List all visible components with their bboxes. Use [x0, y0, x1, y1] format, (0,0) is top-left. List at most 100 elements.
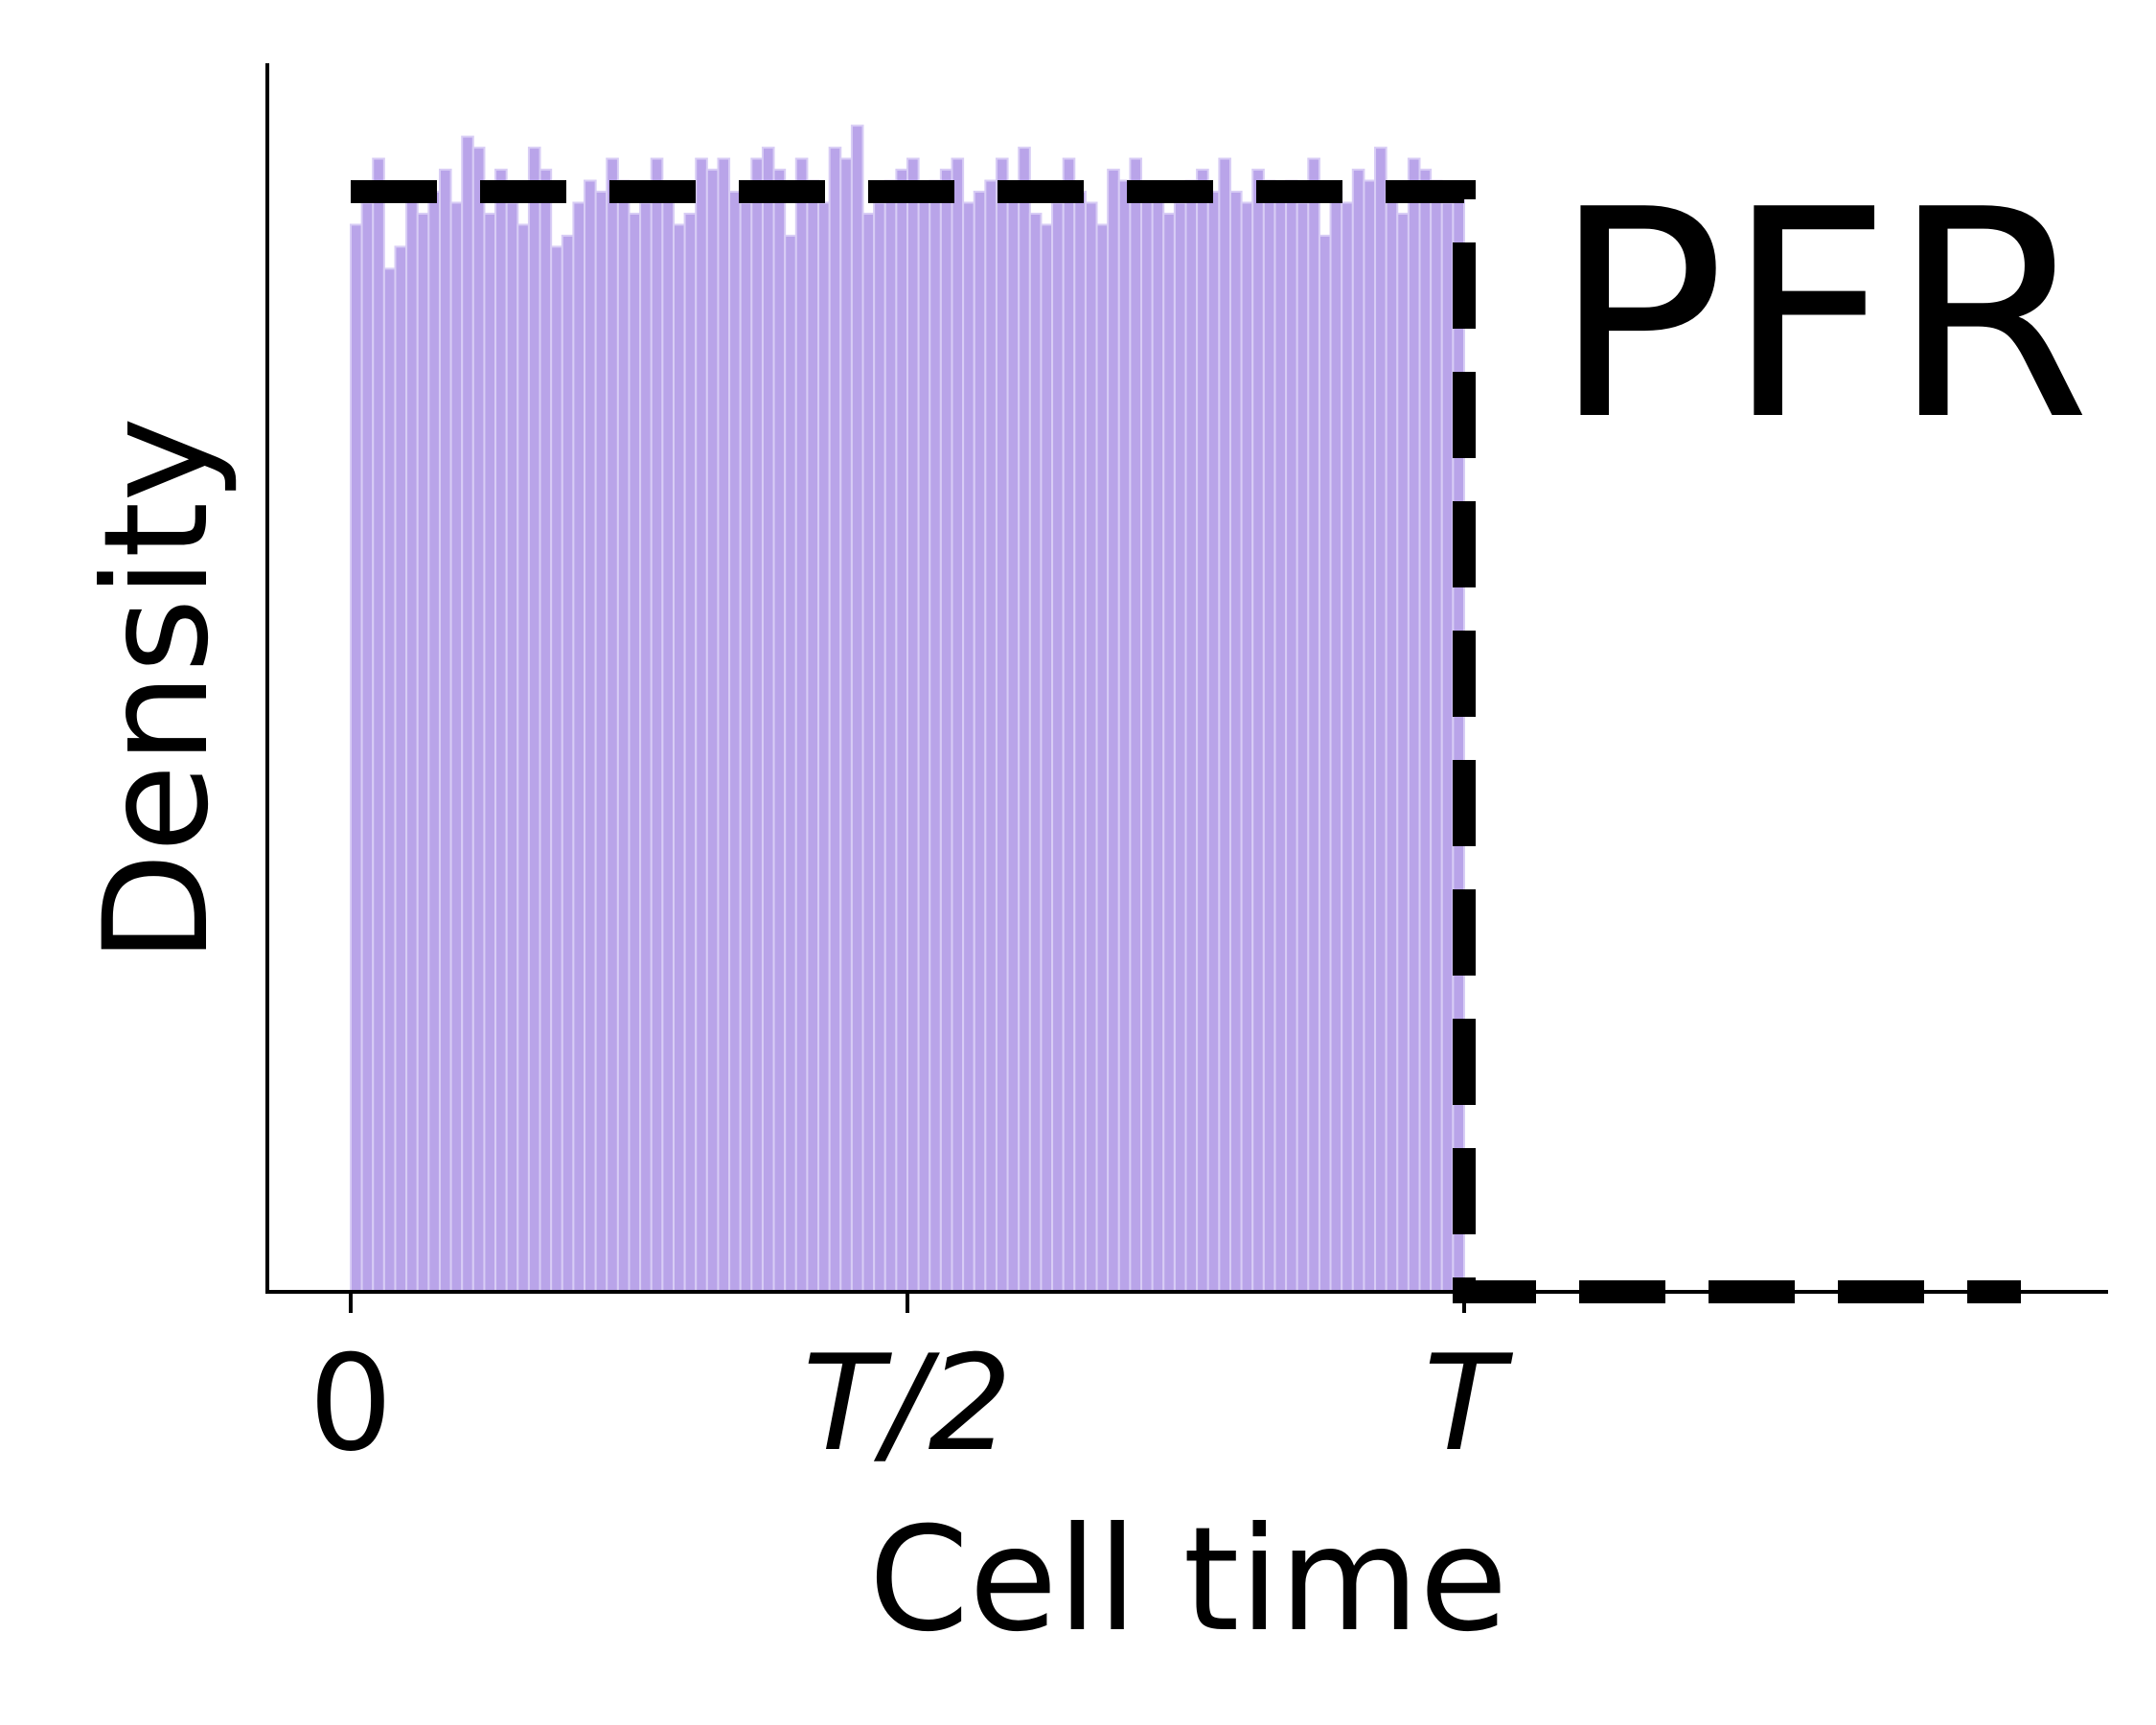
histogram-bar: [1184, 179, 1199, 1293]
histogram-bar: [405, 191, 419, 1293]
histogram-bar: [1084, 201, 1098, 1294]
axes: [265, 63, 2108, 1294]
histogram-bar: [1418, 169, 1433, 1293]
histogram-bar: [1218, 157, 1231, 1293]
histogram-bar: [427, 191, 441, 1293]
histogram-bar: [1452, 191, 1466, 1293]
histogram-bar: [1341, 201, 1354, 1294]
histogram-bar: [1285, 179, 1298, 1293]
histogram-bar: [784, 234, 797, 1293]
histogram-bar: [1396, 212, 1410, 1294]
x-tick-label: T: [1424, 1326, 1514, 1481]
histogram-bar: [1430, 179, 1443, 1293]
histogram-bar: [939, 169, 953, 1293]
histogram-bar: [750, 157, 764, 1293]
histogram-bar: [794, 157, 809, 1293]
histogram-bar: [394, 245, 408, 1293]
histogram-bar: [483, 212, 497, 1294]
histogram-bar: [895, 169, 909, 1293]
histogram-bar: [372, 157, 385, 1293]
histogram-bar: [951, 157, 965, 1293]
histogram-bar: [929, 179, 942, 1293]
histogram-bar: [1117, 179, 1132, 1293]
histogram-bar: [739, 201, 753, 1294]
histogram-bar: [1251, 169, 1265, 1293]
histogram-bar: [772, 169, 787, 1293]
histogram-bar: [1162, 212, 1176, 1294]
histogram-bar: [661, 191, 675, 1293]
histogram-bar: [650, 157, 664, 1293]
histogram-bar: [1374, 147, 1388, 1294]
histogram-bar: [561, 234, 575, 1293]
histogram-bar: [471, 147, 486, 1294]
histogram-bar: [1140, 191, 1154, 1293]
histogram-bar: [1062, 157, 1076, 1293]
histogram-bar: [505, 201, 519, 1294]
histogram-bar: [1385, 191, 1399, 1293]
histogram-bar: [616, 179, 631, 1293]
histogram-bar: [917, 191, 931, 1293]
histogram-bar: [1262, 179, 1276, 1293]
histogram-bar: [672, 223, 686, 1294]
histogram-bar: [717, 157, 731, 1293]
histogram-bar: [1051, 201, 1065, 1294]
histogram-bar: [817, 201, 831, 1294]
histogram-bar: [449, 201, 464, 1294]
histogram-bar: [683, 212, 698, 1294]
histogram-bar: [494, 169, 508, 1293]
histogram-bar: [761, 147, 775, 1294]
histogram-bar: [1440, 201, 1455, 1294]
histogram-bar: [572, 201, 586, 1294]
x-tick-label: T/2: [803, 1326, 1013, 1481]
histogram-bar: [360, 201, 375, 1294]
histogram-bar: [1363, 179, 1377, 1293]
histogram-bar: [438, 169, 452, 1293]
histogram-bar: [728, 191, 742, 1293]
histogram-bar: [594, 191, 608, 1293]
histogram-bar: [828, 147, 842, 1294]
histogram-bar: [705, 169, 720, 1293]
histogram-bar: [839, 157, 853, 1293]
histogram-bar: [550, 245, 563, 1293]
histogram-bar: [382, 267, 397, 1293]
histogram-bar: [584, 179, 597, 1293]
x-tick-label: 0: [309, 1326, 393, 1481]
histogram-bars: [350, 125, 1466, 1294]
histogram-bar: [1028, 212, 1043, 1294]
histogram-bar: [1240, 201, 1254, 1294]
histogram-bar: [1228, 191, 1243, 1293]
histogram-bar: [695, 157, 708, 1293]
histogram-bar: [461, 135, 474, 1294]
histogram-bar: [1273, 191, 1288, 1293]
histogram-bar: [606, 157, 619, 1293]
histogram-bar: [1018, 147, 1031, 1294]
histogram-bar: [850, 125, 864, 1293]
histogram-bar: [906, 157, 920, 1293]
histogram-bar: [639, 201, 653, 1294]
histogram-bar: [995, 157, 1009, 1293]
histogram-bar: [516, 223, 530, 1294]
histogram-bar: [1151, 191, 1165, 1293]
histogram-bar: [883, 179, 898, 1293]
histogram-bar: [527, 147, 541, 1294]
histogram-bar: [1307, 157, 1320, 1293]
histogram-bar: [1095, 223, 1110, 1294]
histogram-bar: [984, 179, 998, 1293]
histogram-bar: [1129, 157, 1143, 1293]
histogram-bar: [1318, 234, 1332, 1293]
histogram-bar: [962, 201, 975, 1294]
histogram-bar: [973, 191, 987, 1293]
histogram-bar: [539, 169, 553, 1293]
histogram-bar: [416, 212, 430, 1294]
histogram-bar: [1173, 201, 1187, 1294]
histogram-bar: [1040, 223, 1054, 1294]
histogram-bar: [1006, 191, 1021, 1293]
histogram-bar: [1351, 169, 1365, 1293]
histogram-bar: [1329, 191, 1343, 1293]
x-axis-label: Cell time: [869, 1497, 1508, 1664]
histogram-bar: [861, 212, 876, 1294]
histogram-bar: [1407, 157, 1421, 1293]
histogram-bar: [1073, 191, 1087, 1293]
histogram-bar: [1206, 191, 1221, 1293]
histogram-bar: [1107, 169, 1120, 1293]
